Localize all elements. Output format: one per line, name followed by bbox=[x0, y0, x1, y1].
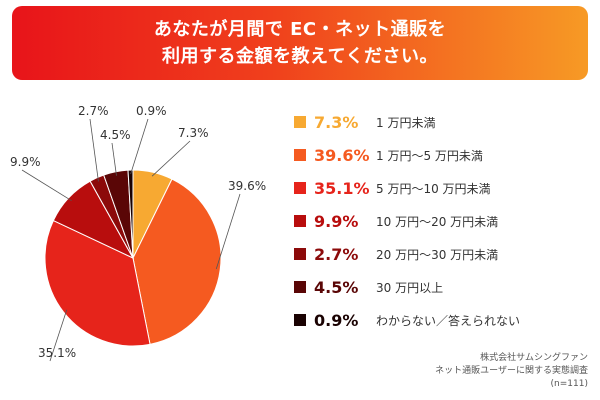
legend-swatch bbox=[294, 116, 306, 128]
pie-slice bbox=[127, 169, 134, 259]
legend-percent: 35.1% bbox=[314, 178, 370, 198]
legend-swatch bbox=[294, 281, 306, 293]
source-sample-size: (n=111) bbox=[550, 379, 588, 389]
legend-label: 20 万円〜30 万円未満 bbox=[376, 247, 499, 262]
title-banner: あなたが月間で EC・ネット通販を 利用する金額を教えてください。 bbox=[12, 6, 588, 80]
legend-percent: 2.7% bbox=[314, 244, 359, 264]
leader-line bbox=[49, 309, 68, 362]
legend-label: 30 万円以上 bbox=[376, 280, 444, 295]
source-company: 株式会社サムシングファン bbox=[480, 353, 588, 363]
leader-line bbox=[111, 142, 117, 176]
leader-line bbox=[89, 118, 99, 182]
legend-percent: 9.9% bbox=[314, 211, 359, 231]
legend-percent: 4.5% bbox=[314, 277, 359, 297]
data-label: 39.6% bbox=[228, 179, 266, 193]
legend-item: 4.5% 30 万円以上 bbox=[294, 277, 584, 297]
legend-item: 35.1% 5 万円〜10 万円未満 bbox=[294, 178, 584, 198]
legend-label: 5 万円〜10 万円未満 bbox=[376, 181, 491, 196]
leader-line bbox=[215, 193, 241, 270]
data-label: 2.7% bbox=[78, 104, 109, 118]
legend-label: わからない／答えられない bbox=[376, 313, 521, 328]
legend-item: 7.3% 1 万円未満 bbox=[294, 112, 584, 132]
legend-item: 2.7% 20 万円〜30 万円未満 bbox=[294, 244, 584, 264]
legend-swatch bbox=[294, 314, 306, 326]
legend-item: 39.6% 1 万円〜5 万円未満 bbox=[294, 145, 584, 165]
legend-label: 1 万円未満 bbox=[376, 115, 436, 130]
legend-item: 0.9% わからない／答えられない bbox=[294, 310, 584, 330]
legend-swatch bbox=[294, 149, 306, 161]
legend-item: 9.9% 10 万円〜20 万円未満 bbox=[294, 211, 584, 231]
pie-slice bbox=[132, 178, 222, 345]
legend-swatch bbox=[294, 248, 306, 260]
source-note: 株式会社サムシングファン ネット通販ユーザーに関する実態調査 (n=111) bbox=[435, 352, 588, 391]
legend-percent: 0.9% bbox=[314, 310, 359, 330]
data-label: 7.3% bbox=[178, 126, 209, 140]
data-label: 35.1% bbox=[38, 346, 76, 360]
legend-label: 1 万円〜5 万円未満 bbox=[376, 148, 483, 163]
title-line-1: あなたが月間で EC・ネット通販を bbox=[153, 19, 447, 40]
leader-line bbox=[130, 118, 149, 175]
legend-swatch bbox=[294, 215, 306, 227]
data-label: 0.9% bbox=[136, 104, 167, 118]
data-label: 4.5% bbox=[100, 128, 131, 142]
data-label: 9.9% bbox=[10, 155, 41, 169]
legend-percent: 39.6% bbox=[314, 145, 370, 165]
title-line-2: 利用する金額を教えてください。 bbox=[161, 46, 439, 67]
legend-swatch bbox=[294, 182, 306, 194]
pie-chart: 7.3% 39.6% 35.1% 9.9% 2.7% 4.5% 0.9% bbox=[10, 104, 266, 362]
legend-label: 10 万円〜20 万円未満 bbox=[376, 214, 499, 229]
source-survey: ネット通販ユーザーに関する実態調査 bbox=[435, 366, 588, 376]
legend-percent: 7.3% bbox=[314, 112, 359, 132]
leader-line bbox=[21, 169, 72, 202]
pie-slice bbox=[44, 219, 151, 347]
leader-line bbox=[151, 140, 191, 177]
